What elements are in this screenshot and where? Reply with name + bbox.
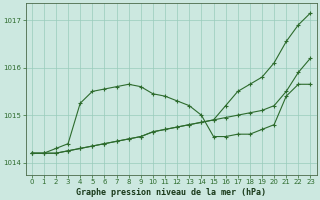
X-axis label: Graphe pression niveau de la mer (hPa): Graphe pression niveau de la mer (hPa) <box>76 188 266 197</box>
